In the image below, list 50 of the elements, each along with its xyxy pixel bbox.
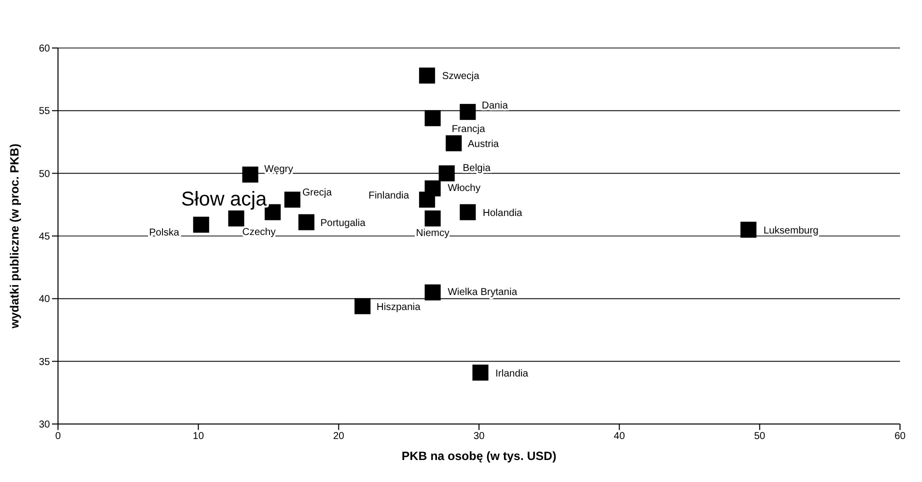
- point: [298, 214, 314, 230]
- point: [446, 135, 462, 152]
- x-tick-label: 40: [614, 431, 626, 442]
- point: [424, 110, 441, 126]
- x-tick-label: 0: [55, 431, 62, 442]
- annotation: Wielka Brytania: [448, 287, 518, 298]
- point: [472, 364, 488, 381]
- annotation: Portugalia: [320, 218, 366, 229]
- point: [193, 216, 210, 233]
- point: [242, 166, 258, 183]
- x-tick-label: 50: [754, 431, 766, 442]
- point: [424, 180, 441, 196]
- x-tick-label: 60: [894, 431, 906, 442]
- point: [460, 104, 476, 120]
- point: [424, 210, 441, 226]
- y-tick-label: 35: [38, 356, 50, 368]
- y-tick-label: 45: [38, 232, 50, 243]
- annotation: Hiszpania: [376, 302, 421, 313]
- annotation: Irlandia: [495, 368, 529, 380]
- point: [419, 68, 436, 84]
- point: [354, 298, 371, 314]
- point: [460, 204, 476, 220]
- y-axis-title: wydatki publiczne (w proc. PKB): [7, 144, 22, 330]
- annotation: Austria: [468, 138, 500, 150]
- annotation: Holandia: [482, 208, 523, 219]
- y-tick-label: 60: [38, 44, 50, 55]
- point: [284, 192, 300, 208]
- x-tick-label: 10: [192, 431, 204, 442]
- annotation: Francja: [452, 124, 486, 135]
- x-tick-label: 20: [333, 431, 345, 442]
- point: [228, 210, 244, 226]
- y-tick-label: 40: [38, 294, 50, 306]
- annotation: Słow acja: [181, 188, 268, 210]
- y-tick-label: 30: [38, 420, 50, 431]
- annotation: Finlandia: [368, 190, 410, 202]
- point: [740, 222, 756, 238]
- annotation: Włochy: [448, 183, 480, 194]
- point: [424, 284, 441, 300]
- annotation: Szwecja: [442, 71, 480, 82]
- annotation: Dania: [482, 100, 508, 112]
- y-tick-label: 50: [38, 168, 50, 180]
- point: [438, 165, 455, 182]
- annotation: Czechy: [242, 227, 276, 238]
- annotation: Belgia: [462, 162, 491, 174]
- y-tick-label: 55: [38, 106, 50, 118]
- x-tick-label: 30: [473, 431, 485, 442]
- x-axis-title: PKB na osobę (w tys. USD): [402, 449, 556, 463]
- annotation: Węgry: [264, 164, 294, 176]
- annotation: Luksemburg: [763, 225, 818, 236]
- annotation: Grecja: [302, 187, 332, 198]
